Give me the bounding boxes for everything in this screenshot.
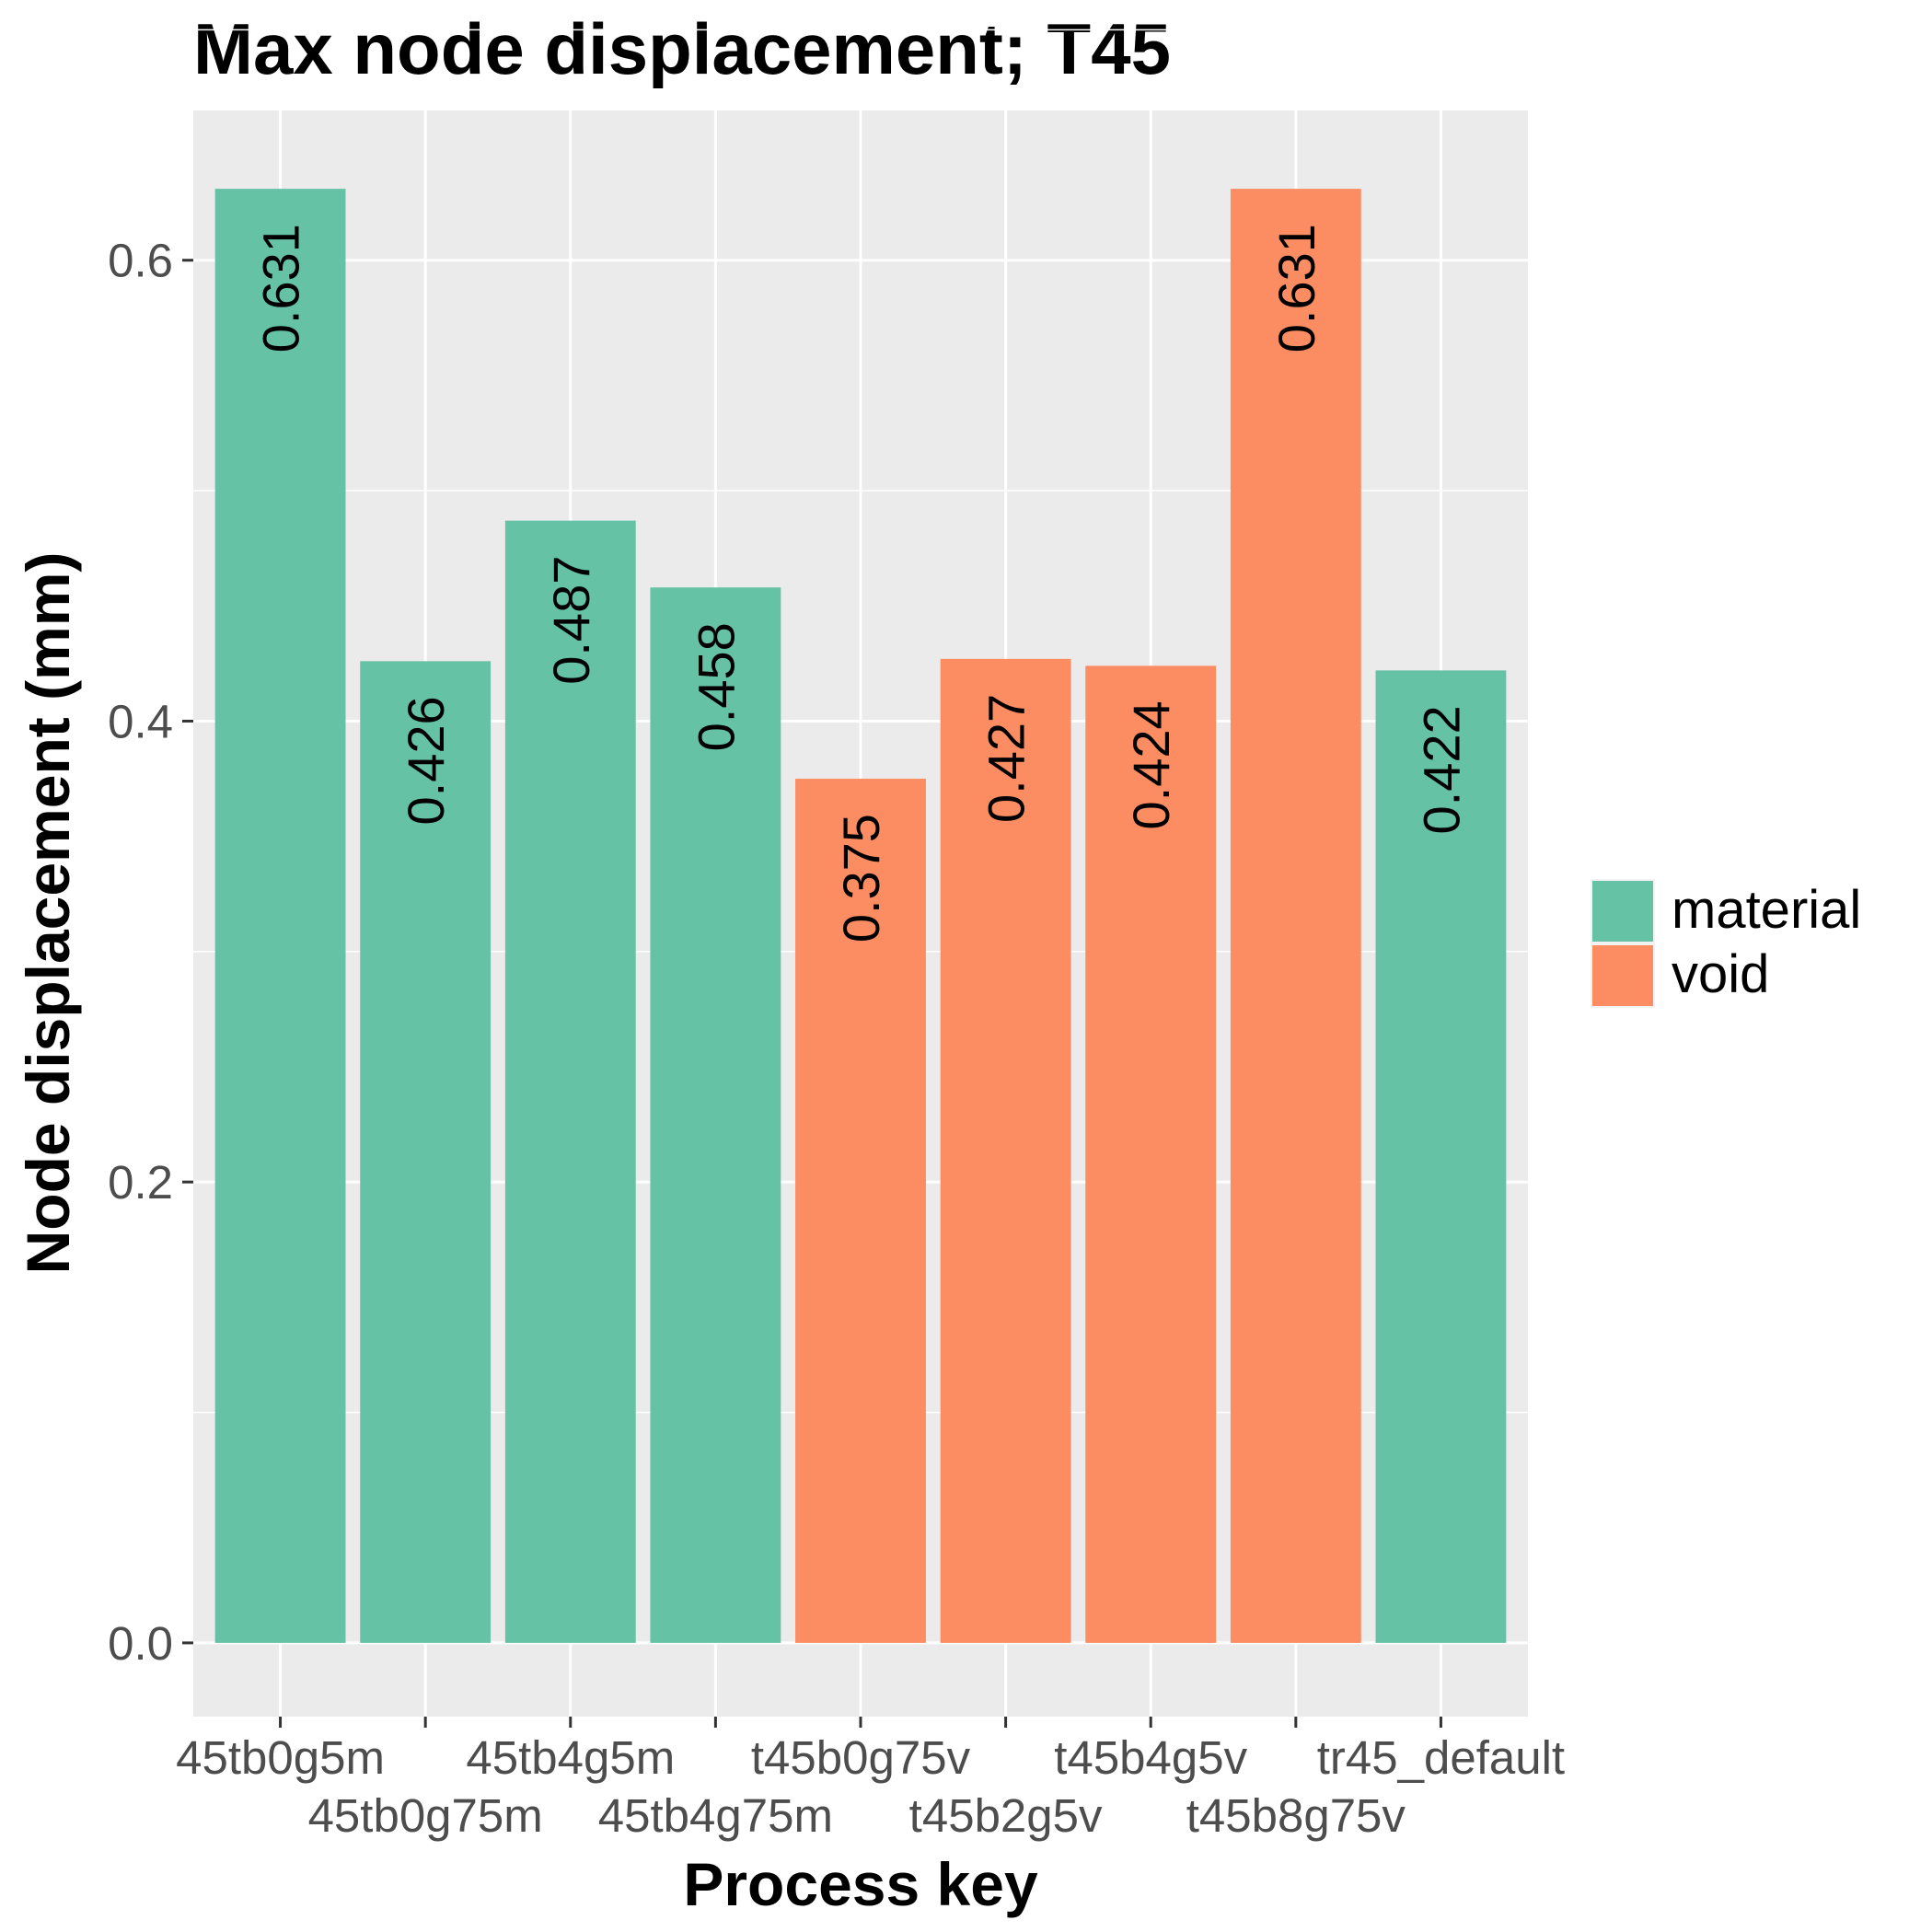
bar	[1230, 189, 1361, 1643]
y-axis: 0.0 0.2 0.4 0.6	[108, 235, 193, 1670]
bar-value-label: 0.631	[1267, 224, 1325, 353]
x-tick-label: t45b4g5v	[1054, 1731, 1247, 1784]
bar	[360, 661, 492, 1643]
legend-swatch	[1592, 945, 1653, 1006]
bar-value-label: 0.427	[978, 694, 1035, 823]
bar	[214, 189, 346, 1643]
x-tick-label: t45b8g75v	[1186, 1789, 1406, 1842]
y-tick-label: 0.4	[108, 695, 173, 747]
bar	[940, 658, 1071, 1643]
bar	[1085, 665, 1217, 1643]
bar-value-label: 0.426	[397, 696, 455, 825]
bar-value-label: 0.422	[1412, 705, 1470, 834]
y-axis-title: Node displacement (mm)	[14, 552, 82, 1275]
y-tick-label: 0.2	[108, 1156, 173, 1209]
x-tick-label: tr45_default	[1317, 1731, 1565, 1784]
legend-swatch	[1592, 881, 1653, 942]
chart-title: Max node displacement; T45	[193, 8, 1171, 89]
bar-value-label: 0.487	[542, 556, 600, 685]
bar-labels: 0.631 0.426 0.487 0.458 0.375 0.427 0.424 0.631…	[252, 224, 1471, 943]
bar-value-label: 0.458	[687, 622, 745, 751]
bar-value-label: 0.631	[252, 224, 310, 353]
x-tick-label: t45b0g75v	[751, 1731, 971, 1784]
bar	[795, 779, 926, 1643]
bar	[650, 587, 781, 1643]
x-axis: 45tb0g5m45tb0g75m45tb4g5m45tb4g75mt45b0g…	[176, 1717, 1565, 1842]
x-tick-label: 45tb0g5m	[176, 1731, 385, 1784]
legend-label: material	[1672, 880, 1861, 940]
y-tick-label: 0.6	[108, 235, 173, 287]
x-tick-label: 45tb4g75m	[598, 1789, 833, 1842]
y-tick-label: 0.0	[108, 1617, 173, 1670]
bars	[214, 189, 1507, 1643]
x-tick-label: 45tb4g5m	[466, 1731, 675, 1784]
bar-value-label: 0.375	[832, 814, 890, 943]
bar-value-label: 0.424	[1122, 700, 1180, 829]
legend-label: void	[1672, 944, 1769, 1004]
x-tick-label: 45tb0g75m	[308, 1789, 543, 1842]
bar	[1375, 670, 1507, 1643]
x-tick-label: t45b2g5v	[909, 1789, 1103, 1842]
bar	[504, 520, 636, 1643]
x-axis-title: Process key	[683, 1850, 1038, 1918]
